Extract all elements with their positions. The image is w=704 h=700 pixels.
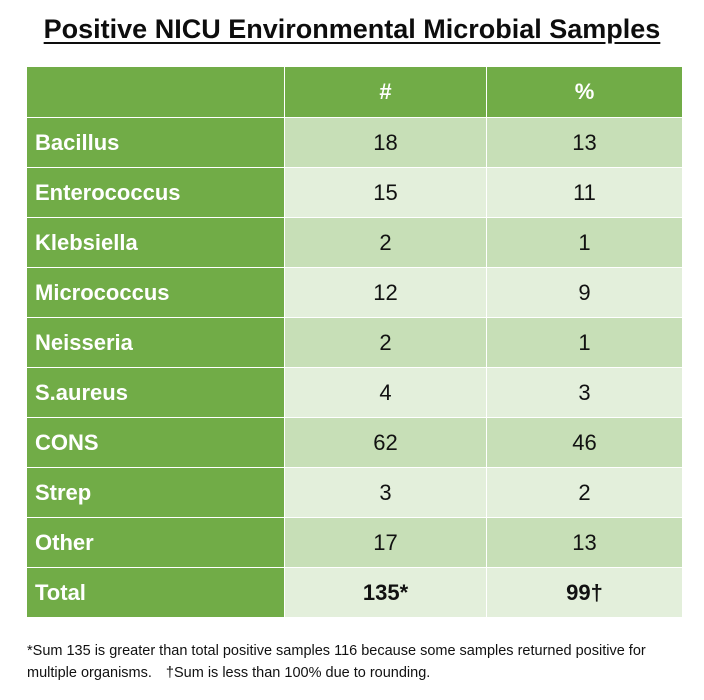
row-label: Total xyxy=(26,567,285,618)
row-label: Bacillus xyxy=(26,117,285,168)
table-row: CONS 62 46 xyxy=(26,417,683,468)
cell-percent: 9 xyxy=(486,267,683,318)
row-label: Klebsiella xyxy=(26,217,285,268)
table-row: Enterococcus 15 11 xyxy=(26,167,683,218)
cell-percent: 2 xyxy=(486,467,683,518)
table-row: Bacillus 18 13 xyxy=(26,117,683,168)
row-label: S.aureus xyxy=(26,367,285,418)
cell-count: 2 xyxy=(284,317,487,368)
cell-percent: 11 xyxy=(486,167,683,218)
cell-percent: 1 xyxy=(486,317,683,368)
row-label: Enterococcus xyxy=(26,167,285,218)
total-row: Total 135* 99† xyxy=(26,567,683,618)
cell-count: 17 xyxy=(284,517,487,568)
table-row: S.aureus 4 3 xyxy=(26,367,683,418)
table-row: Neisseria 2 1 xyxy=(26,317,683,368)
cell-count: 12 xyxy=(284,267,487,318)
cell-count: 3 xyxy=(284,467,487,518)
microbial-samples-table: # % Bacillus 18 13 Enterococcus 15 11 Klebsiel… xyxy=(26,66,683,618)
table-row: Micrococcus 12 9 xyxy=(26,267,683,318)
footnote: *Sum 135 is greater than total positive … xyxy=(27,640,687,684)
header-percent: % xyxy=(486,66,683,118)
cell-count: 2 xyxy=(284,217,487,268)
row-label: CONS xyxy=(26,417,285,468)
page-title: Positive NICU Environmental Microbial Sa… xyxy=(43,14,661,44)
cell-count: 18 xyxy=(284,117,487,168)
cell-percent: 13 xyxy=(486,117,683,168)
header-organism xyxy=(26,66,285,118)
cell-count: 4 xyxy=(284,367,487,418)
row-label: Strep xyxy=(26,467,285,518)
cell-percent: 46 xyxy=(486,417,683,468)
row-label: Micrococcus xyxy=(26,267,285,318)
cell-count: 135* xyxy=(284,567,487,618)
header-count: # xyxy=(284,66,487,118)
table-row: Other 17 13 xyxy=(26,517,683,568)
table-row: Klebsiella 2 1 xyxy=(26,217,683,268)
cell-count: 15 xyxy=(284,167,487,218)
footnote-sum: *Sum 135 is greater than total positive … xyxy=(27,643,646,681)
table-row: Strep 3 2 xyxy=(26,467,683,518)
cell-count: 62 xyxy=(284,417,487,468)
cell-percent: 99† xyxy=(486,567,683,618)
row-label: Other xyxy=(26,517,285,568)
cell-percent: 3 xyxy=(486,367,683,418)
cell-percent: 13 xyxy=(486,517,683,568)
cell-percent: 1 xyxy=(486,217,683,268)
row-label: Neisseria xyxy=(26,317,285,368)
footnote-rounding: †Sum is less than 100% due to rounding. xyxy=(165,665,431,681)
table-body: Bacillus 18 13 Enterococcus 15 11 Klebsiella 2 1… xyxy=(26,117,683,618)
header-row: # % xyxy=(26,66,683,118)
